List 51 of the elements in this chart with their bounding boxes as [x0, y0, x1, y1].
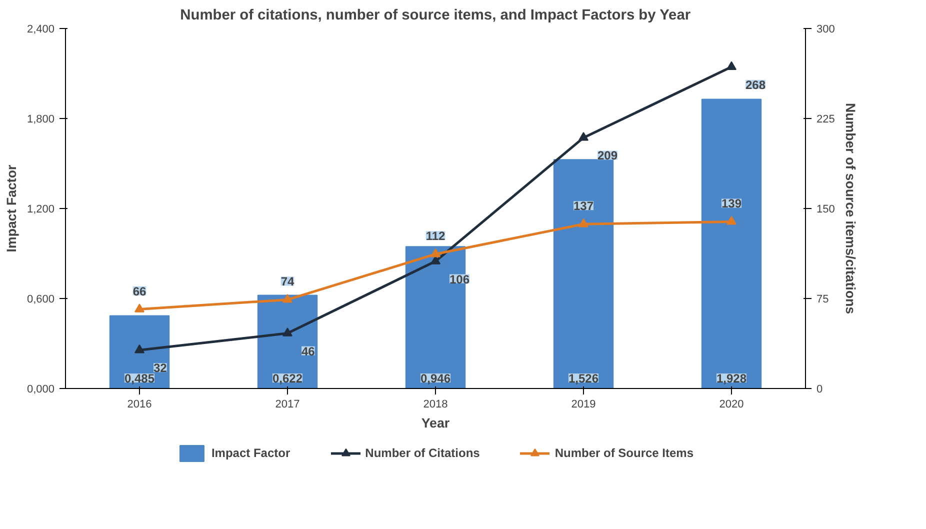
y-tick-label: 2,400 [26, 24, 55, 36]
bar [109, 315, 170, 388]
y2-tick-label: 75 [816, 294, 829, 306]
data-label: 0,622 [272, 372, 303, 386]
x-tick-label: 2016 [127, 398, 152, 410]
y2-tick-label: 300 [816, 24, 835, 36]
point [134, 344, 144, 354]
legend-label: Number of Citations [365, 446, 480, 460]
bar [553, 159, 614, 388]
x-tick-label: 2020 [719, 398, 744, 410]
x-tick-label: 2017 [275, 398, 300, 410]
y-tick-label: 1,800 [26, 114, 55, 126]
data-label: 74 [280, 274, 294, 289]
data-label: 32 [154, 361, 168, 376]
point [282, 294, 292, 303]
y2-tick-label: 0 [816, 384, 823, 396]
y-tick-label: 1,200 [26, 204, 55, 216]
y-axis-title: Impact Factor [4, 164, 19, 252]
legend-label: Number of Source Items [554, 446, 694, 460]
point [726, 216, 736, 225]
chart-title: Number of citations, number of source items, and Impact Factors by Year [180, 8, 691, 24]
point [134, 304, 144, 312]
data-label: 139 [721, 196, 742, 211]
y-tick-label: 0,000 [26, 384, 55, 396]
data-label: 0,485 [124, 372, 155, 386]
data-label: 209 [598, 148, 618, 163]
y2-axis-title: Number of source items/citations [842, 102, 858, 314]
data-label: 1,526 [568, 372, 599, 386]
x-axis-title: Year [421, 416, 450, 430]
point [430, 248, 440, 258]
data-label: 112 [426, 229, 446, 244]
point [282, 328, 292, 336]
data-label: 66 [132, 284, 146, 298]
data-label: 268 [746, 78, 766, 92]
point [726, 61, 736, 70]
bar [257, 294, 318, 388]
point [430, 256, 440, 264]
y2-tick-label: 150 [816, 204, 835, 216]
data-label: 0,946 [420, 372, 451, 386]
x-tick-label: 2019 [571, 398, 596, 410]
data-label: 106 [450, 272, 470, 286]
point [578, 218, 588, 228]
data-label: 1,928 [716, 372, 747, 386]
legend-label: Impact Factor [211, 446, 290, 460]
data-label: 46 [302, 344, 316, 358]
y-tick-label: 0,600 [26, 294, 55, 306]
y2-tick-label: 225 [816, 114, 835, 126]
x-tick-label: 2018 [423, 398, 448, 410]
point [578, 132, 588, 141]
data-label: 137 [573, 199, 594, 214]
bar [701, 98, 762, 388]
